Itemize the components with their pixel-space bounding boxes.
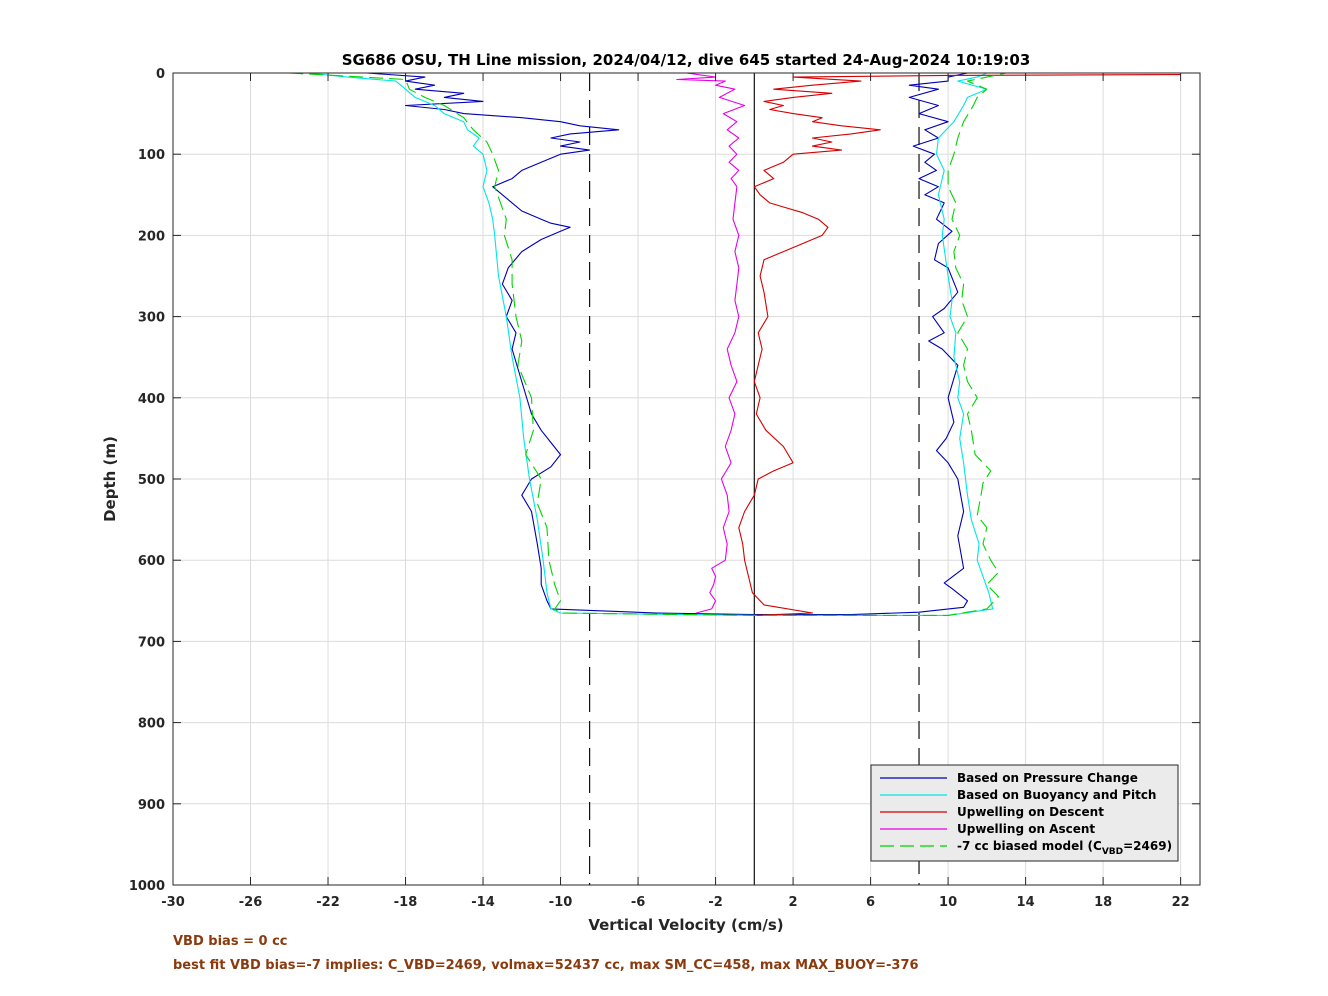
axis-ticks: -30 -26 -22 -18 -14 -10 -6 -2 2 6 10 14 18 2201002003… (129, 67, 1200, 910)
legend-label-ascent: Upwelling on Ascent (957, 822, 1095, 836)
y-tick-label: 700 (138, 635, 165, 650)
grid-lines (172, 72, 1200, 886)
legend-text: Upwelling on Ascent (957, 822, 1095, 836)
legend-label-pressure: Based on Pressure Change (957, 771, 1138, 785)
series-descent (738, 74, 1181, 616)
x-tick-label: 10 (939, 895, 957, 910)
y-tick-label: 900 (138, 798, 165, 813)
series-pressure (366, 72, 969, 616)
legend-label-buoyancy: Based on Buoyancy and Pitch (957, 788, 1156, 802)
x-tick-label: -14 (471, 895, 495, 910)
y-tick-label: 500 (138, 473, 165, 488)
legend-subscript: VBD (1102, 847, 1123, 857)
x-tick-label: -10 (549, 895, 573, 910)
y-tick-label: 200 (138, 229, 165, 244)
series-lines (289, 72, 1181, 616)
y-tick-label: 300 (138, 311, 165, 326)
legend-text: Based on Pressure Change (957, 771, 1138, 785)
legend-label-model: -7 cc biased model (CVBD=2469) (957, 839, 1172, 857)
chart-title: SG686 OSU, TH Line mission, 2024/04/12, … (342, 51, 1031, 69)
legend-text-tail: =2469) (1123, 839, 1172, 853)
best-fit-note: best fit VBD bias=-7 implies: C_VBD=2469… (173, 958, 919, 973)
legend-label-descent: Upwelling on Descent (957, 805, 1104, 819)
x-tick-label: -26 (239, 895, 263, 910)
x-tick-label: 14 (1017, 895, 1035, 910)
legend-text: Upwelling on Descent (957, 805, 1104, 819)
y-tick-label: 1000 (129, 879, 165, 894)
x-tick-label: 22 (1172, 895, 1190, 910)
x-axis-title: Vertical Velocity (cm/s) (588, 916, 783, 934)
y-tick-label: 0 (156, 67, 165, 82)
legend-box (870, 764, 1179, 862)
vbd-bias-note: VBD bias = 0 cc (173, 934, 288, 949)
y-tick-label: 100 (138, 148, 165, 163)
x-tick-label: -2 (708, 895, 722, 910)
x-tick-label: 18 (1094, 895, 1112, 910)
x-tick-label: 2 (789, 895, 798, 910)
x-tick-label: -6 (631, 895, 645, 910)
y-tick-label: 400 (138, 392, 165, 407)
legend-text: Based on Buoyancy and Pitch (957, 788, 1156, 802)
x-tick-label: -30 (161, 895, 185, 910)
series-model (289, 72, 1007, 616)
y-tick-label: 600 (138, 554, 165, 569)
y-axis-title: Depth (m) (101, 436, 119, 522)
legend-text: -7 cc biased model (C (957, 839, 1102, 853)
x-tick-label: -22 (316, 895, 340, 910)
reference-lines (589, 73, 920, 885)
series-ascent (676, 72, 746, 614)
x-tick-label: 6 (866, 895, 875, 910)
legend: Based on Pressure Change Based on Buoyanc… (870, 764, 1179, 862)
x-tick-label: -18 (394, 895, 418, 910)
y-tick-label: 800 (138, 717, 165, 732)
